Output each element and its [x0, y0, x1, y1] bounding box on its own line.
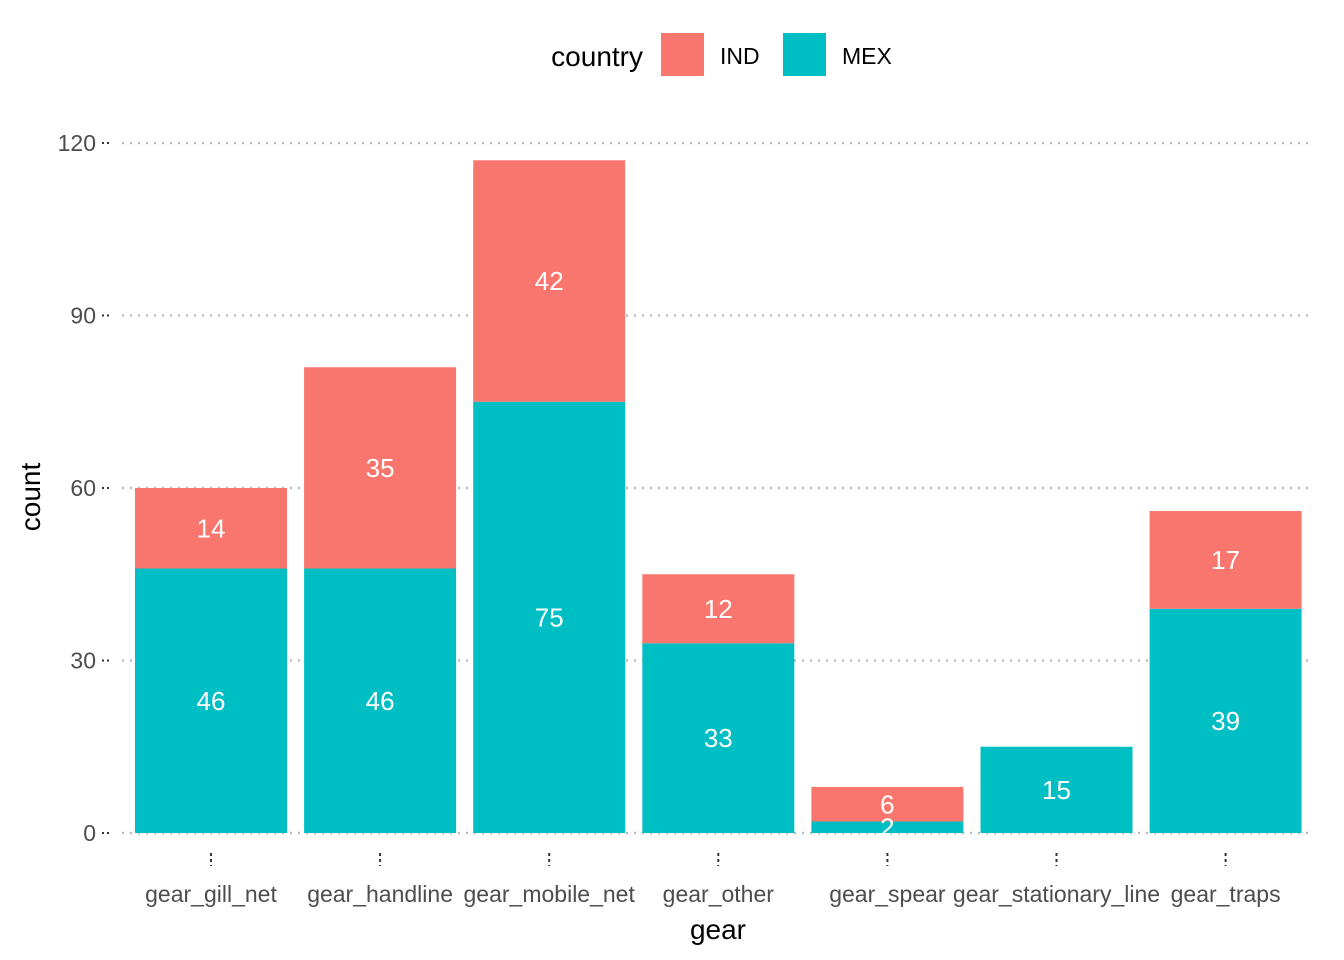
- bar-ind: [135, 488, 287, 569]
- x-tick-label: gear_traps: [1171, 881, 1281, 907]
- x-tick-label: gear_stationary_line: [953, 881, 1160, 907]
- bar-mex: [1149, 608, 1302, 833]
- bar-mex: [304, 568, 457, 833]
- bar-label-ind: 42: [535, 266, 564, 296]
- x-axis: gear_gill_net gear_handline gear_mobile_ne…: [145, 853, 1281, 907]
- bar-label-ind: 6: [880, 789, 894, 819]
- legend-label-ind: IND: [720, 43, 760, 69]
- bar-mex: [473, 401, 626, 833]
- legend-key-mex: [783, 33, 826, 76]
- y-axis: 0 30 60 90 120: [58, 130, 110, 846]
- bar-ind: [1149, 511, 1302, 609]
- y-tick-label: 90: [70, 303, 96, 329]
- bar-label-mex: 2: [880, 812, 894, 842]
- x-axis-title: gear: [690, 914, 746, 945]
- bar-label-mex: 33: [704, 723, 733, 753]
- bar-label-mex: 46: [366, 686, 395, 716]
- bar-label-ind: 14: [197, 513, 226, 543]
- bar-label-mex: 75: [535, 602, 564, 632]
- y-tick-label: 120: [58, 130, 96, 156]
- legend-label-mex: MEX: [842, 43, 892, 69]
- bar-ind: [811, 787, 964, 822]
- bar-mex: [811, 821, 964, 833]
- bar-value-labels: 46 14 46 35 75 42 33 12 26 15 39 17: [197, 266, 1241, 842]
- bars: [135, 160, 1302, 833]
- bar-label-mex: 39: [1211, 706, 1240, 736]
- bar-mex: [642, 643, 795, 833]
- bar-label-mex: 15: [1042, 775, 1071, 805]
- y-axis-title: count: [15, 463, 46, 532]
- legend: country IND MEX: [551, 33, 892, 76]
- y-tick-label: 0: [83, 820, 96, 846]
- bar-mex: [135, 568, 287, 833]
- bar-label-ind: 12: [704, 594, 733, 624]
- x-tick-label: gear_gill_net: [145, 881, 277, 907]
- x-tick-label: gear_handline: [307, 881, 453, 907]
- legend-key-ind: [661, 33, 704, 76]
- bar-ind: [304, 367, 457, 569]
- y-tick-label: 60: [70, 475, 96, 501]
- bar-label-ind: 17: [1211, 545, 1240, 575]
- x-tick-label: gear_spear: [829, 881, 946, 907]
- bar-mex: [980, 746, 1133, 833]
- legend-title: country: [551, 41, 643, 72]
- bar-ind: [642, 574, 795, 644]
- bar-label-mex: 46: [197, 686, 226, 716]
- x-tick-label: gear_other: [663, 881, 775, 907]
- bar-ind: [473, 160, 626, 402]
- x-tick-label: gear_mobile_net: [464, 881, 636, 907]
- y-tick-label: 30: [70, 648, 96, 674]
- bar-label-ind: 35: [366, 453, 395, 483]
